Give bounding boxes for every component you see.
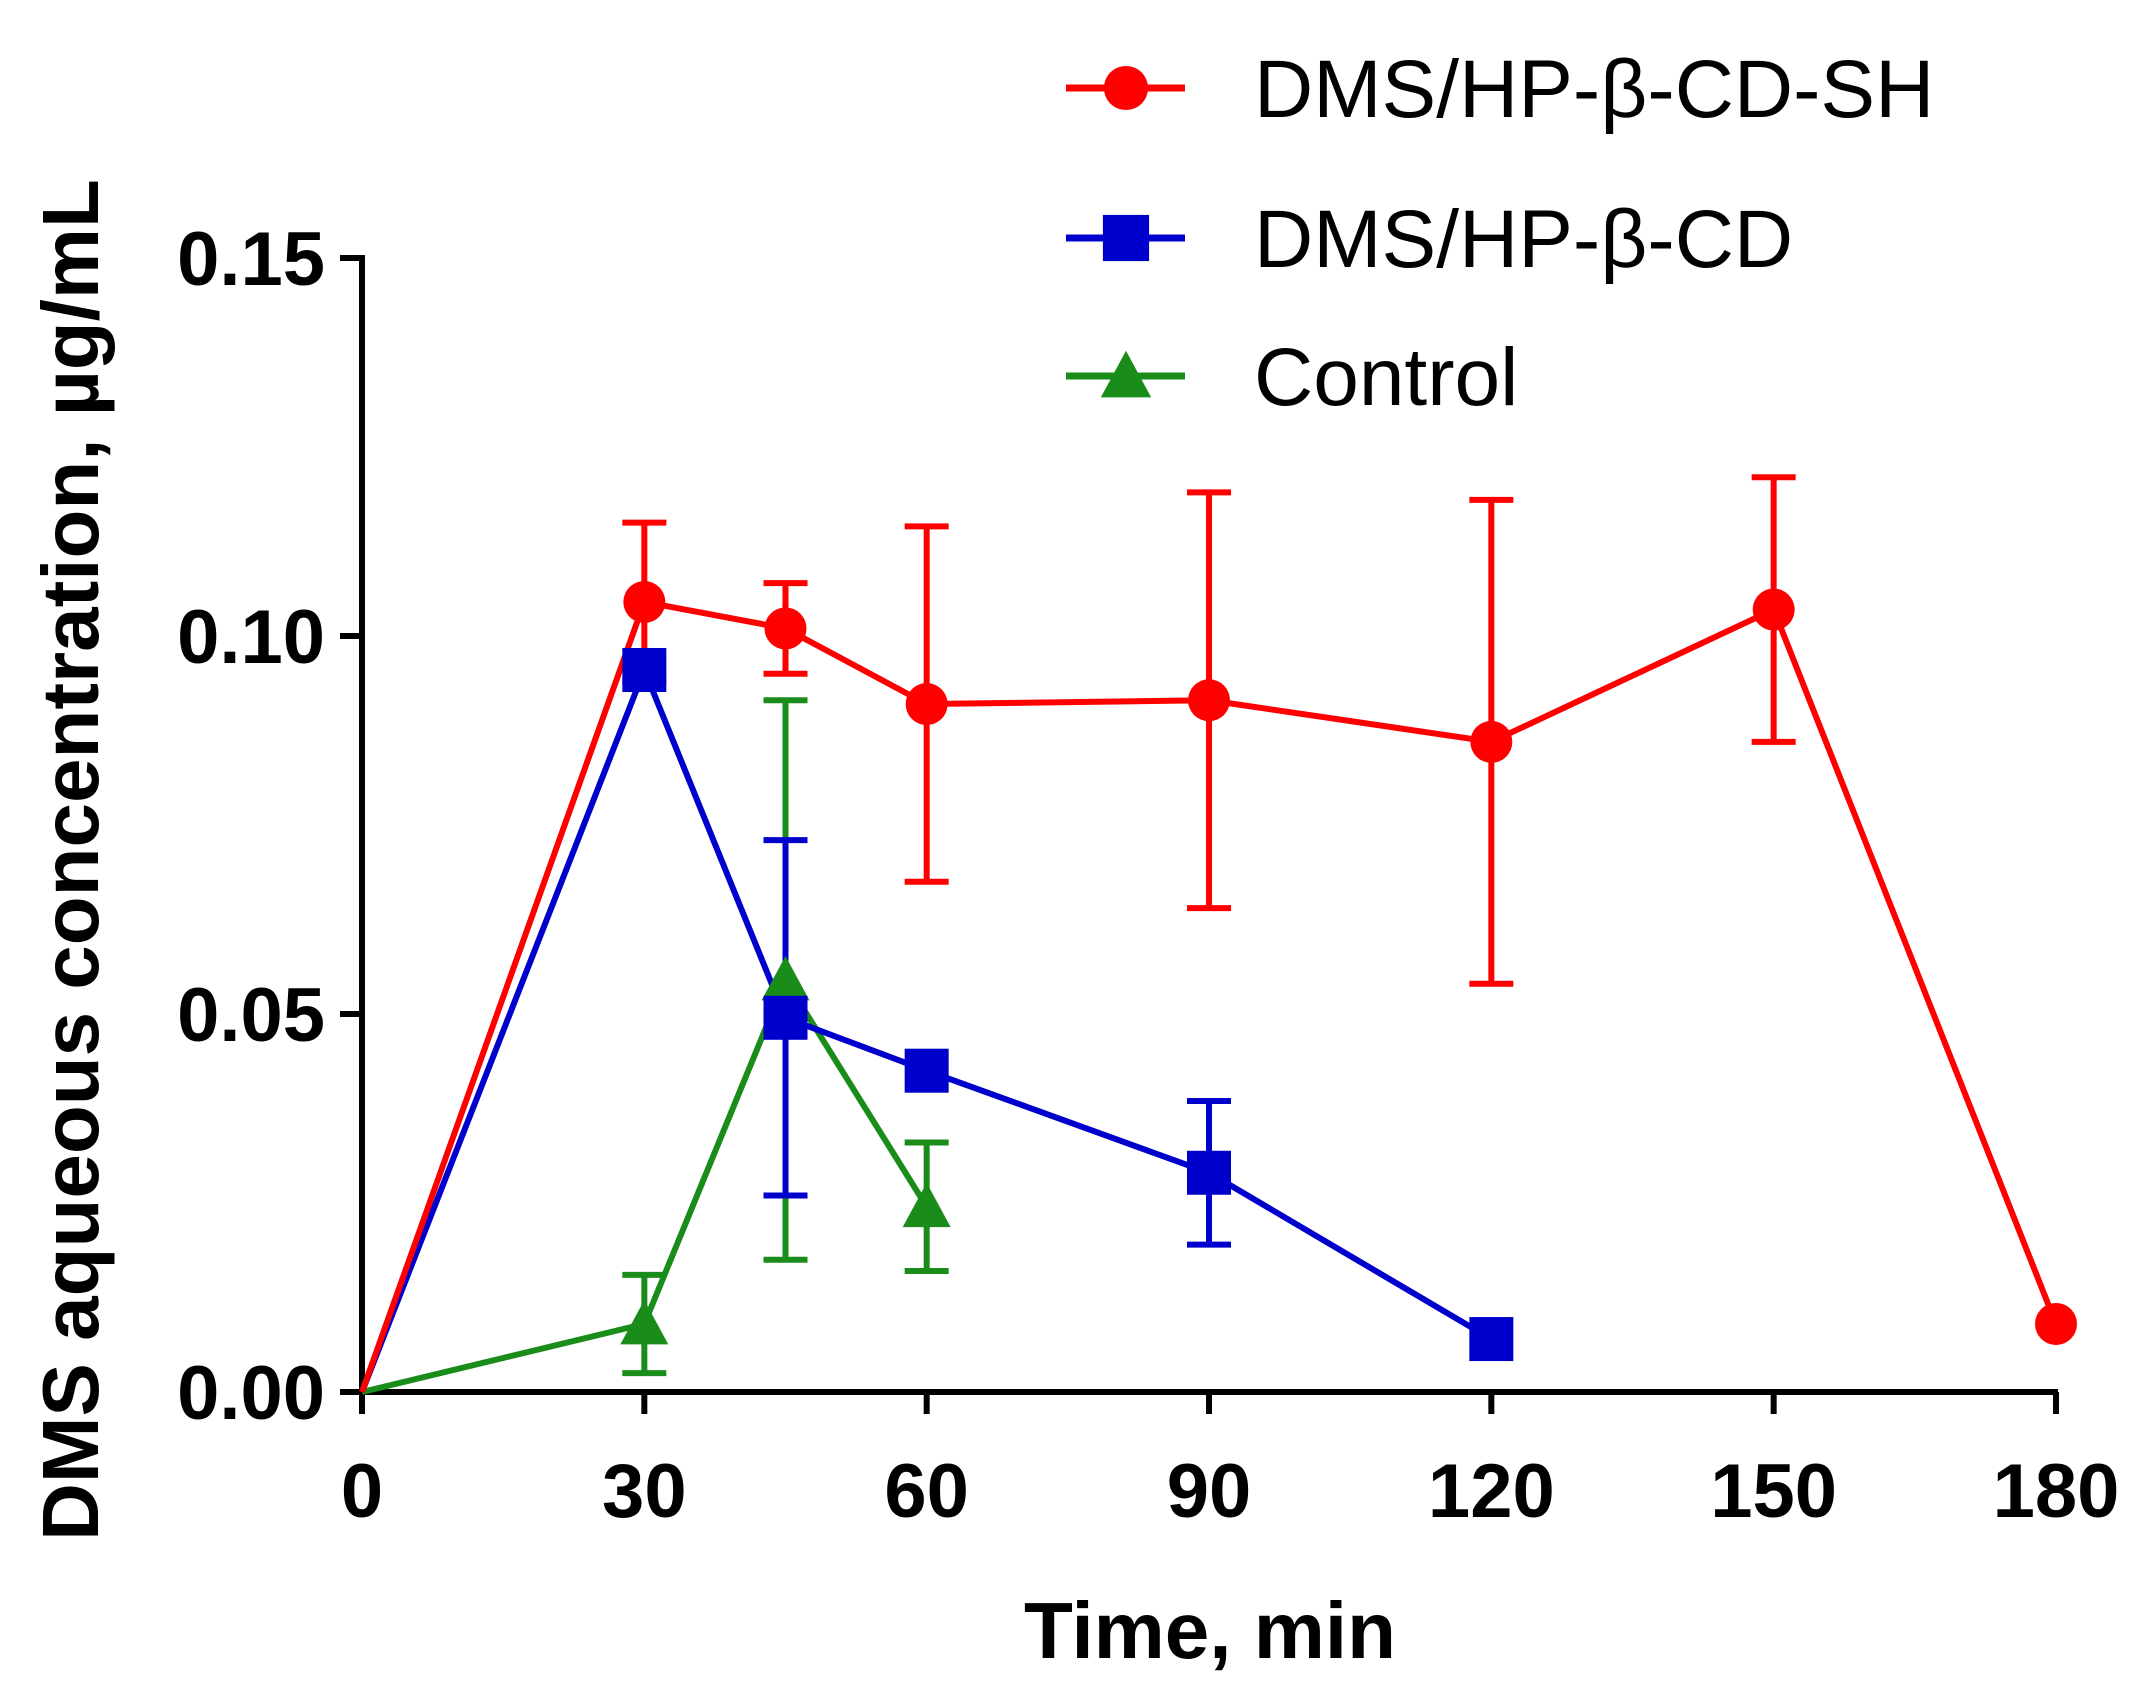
data-point-sh bbox=[905, 683, 948, 726]
legend-marker-control bbox=[1100, 350, 1152, 398]
legend-marker-cd bbox=[1102, 214, 1150, 262]
x-tick-label: 60 bbox=[884, 1449, 969, 1534]
data-point-sh bbox=[623, 580, 666, 623]
data-point-sh bbox=[764, 607, 807, 650]
data-point-cd bbox=[622, 648, 667, 693]
data-point-sh bbox=[1752, 588, 1795, 631]
data-point-control bbox=[620, 1299, 669, 1345]
legend-label-sh: DMS/HP-β-CD-SH bbox=[1254, 44, 1934, 135]
data-point-control bbox=[761, 955, 810, 1001]
legend: DMS/HP-β-CD-SH DMS/HP-β-CD Control bbox=[1066, 44, 1934, 423]
data-point-cd bbox=[904, 1048, 949, 1093]
data-point-control bbox=[902, 1182, 951, 1228]
x-tick-label: 120 bbox=[1428, 1449, 1555, 1534]
series-markers bbox=[620, 580, 2077, 1362]
data-point-cd bbox=[1187, 1150, 1231, 1195]
legend-marker-sh bbox=[1103, 65, 1149, 111]
x-tick-label: 90 bbox=[1167, 1449, 1252, 1534]
error-bars bbox=[622, 474, 1796, 1377]
data-point-cd bbox=[1469, 1317, 1514, 1362]
data-point-cd bbox=[763, 995, 808, 1040]
data-point-sh bbox=[1470, 720, 1513, 763]
y-tick-label: 0.05 bbox=[177, 973, 325, 1058]
legend-label-control: Control bbox=[1254, 332, 1518, 423]
series-lines bbox=[359, 598, 2059, 1395]
x-tick-label: 180 bbox=[1993, 1449, 2120, 1534]
y-tick-label: 0.15 bbox=[177, 217, 325, 302]
y-axis-title: DMS aqueous concentration, µg/mL bbox=[26, 179, 115, 1541]
x-tick-label: 30 bbox=[602, 1449, 687, 1534]
series-line-control bbox=[361, 976, 930, 1395]
y-tick-label: 0.10 bbox=[177, 595, 325, 680]
x-tick-label: 0 bbox=[341, 1449, 383, 1534]
x-axis-title: Time, min bbox=[1024, 1586, 1396, 1675]
legend-label-cd: DMS/HP-β-CD bbox=[1254, 194, 1793, 285]
x-tick-label: 150 bbox=[1710, 1449, 1837, 1534]
series-line-cd bbox=[359, 667, 1493, 1394]
series-line-sh bbox=[359, 598, 2059, 1394]
data-point-sh bbox=[2035, 1302, 2077, 1345]
data-point-sh bbox=[1188, 679, 1230, 722]
y-tick-label: 0.00 bbox=[177, 1351, 325, 1436]
axes: 0 30 60 90 120 150 180 0.00 0.05 0.10 0.15 bbox=[177, 217, 2119, 1534]
